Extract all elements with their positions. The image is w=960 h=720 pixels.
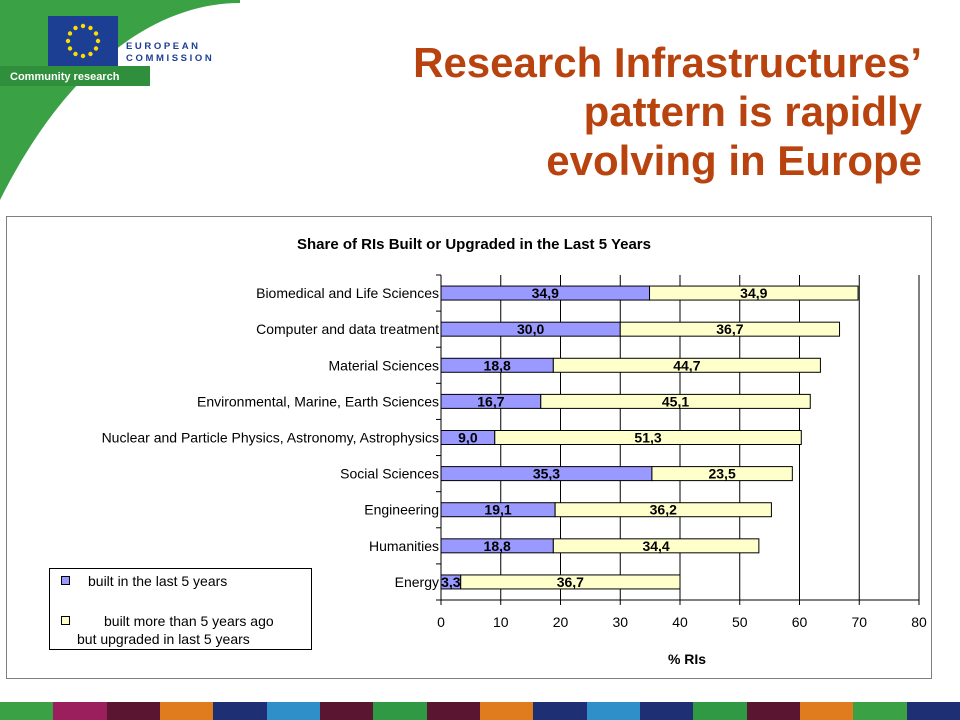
data-label: 34,9 xyxy=(740,285,767,301)
legend-swatch-built xyxy=(61,576,70,585)
x-tick-label: 50 xyxy=(732,614,748,630)
bar-upgraded xyxy=(460,574,681,590)
corner-decoration xyxy=(0,0,240,200)
page-title: Research Infrastructures’ pattern is rap… xyxy=(322,38,922,185)
data-label: 19,1 xyxy=(484,502,511,518)
strip-segment xyxy=(106,702,160,720)
y-tick-label: Material Sciences xyxy=(329,357,440,373)
org-line-2: COMMISSION xyxy=(126,53,215,64)
strip-segment xyxy=(53,702,107,720)
strip-segment xyxy=(319,702,374,720)
strip-segment xyxy=(266,702,320,720)
data-label: 36,7 xyxy=(716,321,743,337)
x-tick-label: 0 xyxy=(437,614,445,630)
x-tick-label: 80 xyxy=(911,614,927,630)
chart-legend: built in the last 5 years built more tha… xyxy=(49,568,312,650)
data-label: 34,9 xyxy=(532,285,559,301)
data-label: 45,1 xyxy=(662,393,689,409)
tagline: Community research xyxy=(10,71,120,83)
strip-segment xyxy=(0,702,54,720)
legend-swatch-upgraded xyxy=(61,616,70,625)
x-tick-label: 70 xyxy=(851,614,867,630)
bar-upgraded xyxy=(619,321,841,337)
title-line-3: evolving in Europe xyxy=(546,137,922,184)
strip-segment xyxy=(213,702,267,720)
y-tick-label: Engineering xyxy=(364,502,439,518)
x-tick-label: 30 xyxy=(612,614,628,630)
data-label: 18,8 xyxy=(484,538,511,554)
strip-segment xyxy=(373,702,427,720)
y-tick-label: Biomedical and Life Sciences xyxy=(256,285,439,301)
y-tick-label: Social Sciences xyxy=(340,466,439,482)
data-label: 36,7 xyxy=(557,574,584,590)
data-label: 36,2 xyxy=(650,502,677,518)
y-tick-label: Nuclear and Particle Physics, Astronomy,… xyxy=(102,430,439,446)
strip-segment xyxy=(479,702,534,720)
bar-upgraded xyxy=(554,502,772,518)
x-axis-label: % RIs xyxy=(668,651,706,667)
strip-segment xyxy=(533,702,587,720)
strip-segment xyxy=(906,702,960,720)
x-tick-label: 20 xyxy=(553,614,569,630)
org-line-1: EUROPEAN xyxy=(126,41,201,52)
data-label: 16,7 xyxy=(477,393,504,409)
data-label: 3,3 xyxy=(441,574,461,590)
bar-chart: Share of RIs Built or Upgraded in the La… xyxy=(102,236,927,667)
legend-label-built: built in the last 5 years xyxy=(88,573,228,589)
title-line-2: pattern is rapidly xyxy=(583,88,922,135)
strip-segment xyxy=(639,702,694,720)
x-tick-label: 60 xyxy=(792,614,808,630)
data-label: 44,7 xyxy=(673,357,700,373)
bar-upgraded xyxy=(540,393,811,409)
chart-title: Share of RIs Built or Upgraded in the La… xyxy=(297,236,651,253)
y-tick-label: Environmental, Marine, Earth Sciences xyxy=(197,393,439,409)
strip-segment xyxy=(853,702,907,720)
bar-upgraded xyxy=(494,430,802,445)
bar-upgraded xyxy=(651,466,793,482)
data-label: 23,5 xyxy=(708,466,735,482)
legend-label-upgraded-line2: but upgraded in last 5 years xyxy=(77,631,250,647)
title-line-1: Research Infrastructures’ xyxy=(413,39,922,86)
bar-upgraded xyxy=(552,538,760,554)
bar-upgraded xyxy=(649,285,859,301)
strip-segment xyxy=(799,702,854,720)
legend-label-upgraded-line1: built more than 5 years ago xyxy=(104,613,274,629)
y-tick-label: Energy xyxy=(395,574,439,590)
strip-segment xyxy=(746,702,800,720)
data-label: 18,8 xyxy=(484,357,511,373)
data-label: 30,0 xyxy=(517,321,544,337)
strip-segment xyxy=(159,702,214,720)
chart-frame: Share of RIs Built or Upgraded in the La… xyxy=(6,216,932,679)
eu-flag-logo xyxy=(48,16,118,66)
bottom-color-strip xyxy=(0,702,960,720)
y-tick-label: Computer and data treatment xyxy=(256,321,439,337)
data-label: 34,4 xyxy=(642,538,669,554)
x-tick-label: 40 xyxy=(672,614,688,630)
bar-upgraded xyxy=(552,357,821,373)
x-tick-label: 10 xyxy=(493,614,509,630)
strip-segment xyxy=(586,702,640,720)
data-label: 51,3 xyxy=(634,430,661,446)
data-label: 35,3 xyxy=(533,466,560,482)
data-label: 9,0 xyxy=(458,430,478,446)
y-tick-label: Humanities xyxy=(369,538,439,554)
organisation-name: EUROPEAN COMMISSION xyxy=(126,41,214,65)
strip-segment xyxy=(693,702,747,720)
strip-segment xyxy=(426,702,480,720)
